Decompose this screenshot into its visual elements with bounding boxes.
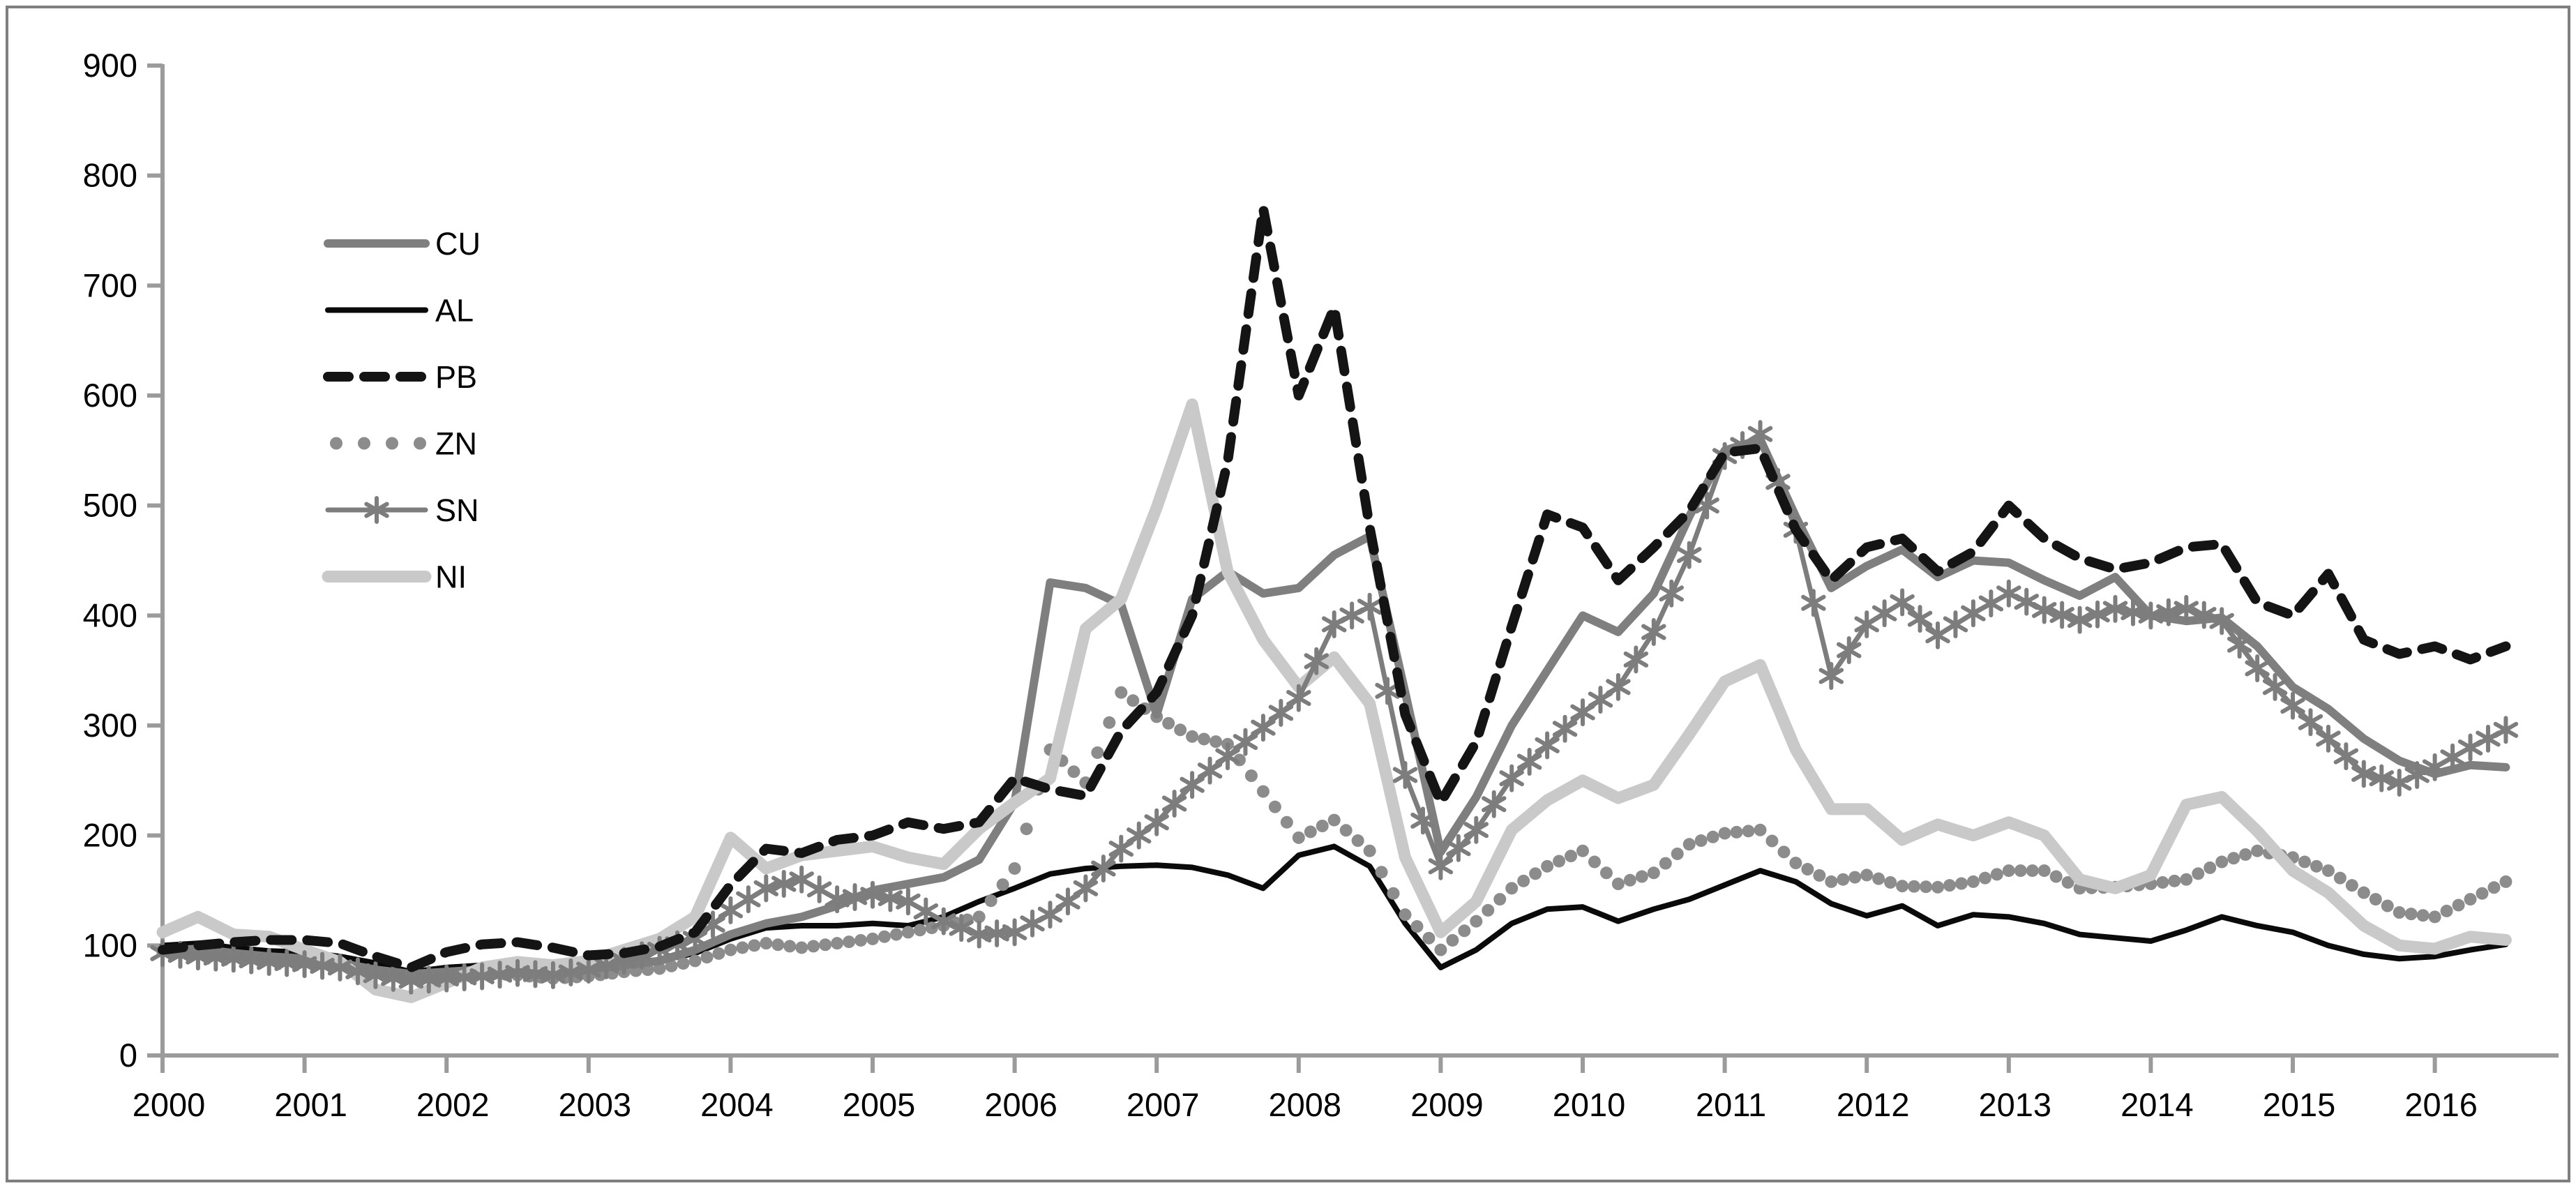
x-tick-label: 2001 (274, 1086, 347, 1123)
x-tick-label: 2015 (2263, 1086, 2336, 1123)
y-tick-label: 900 (83, 47, 137, 84)
legend-sample-dot (386, 437, 398, 450)
legend-item-ni: NI (322, 559, 467, 595)
legend-sample-dot (358, 437, 370, 450)
legend: CU AL PB ZN SN NI (322, 226, 481, 595)
x-tick-label: 2007 (1127, 1086, 1200, 1123)
x-tick-label: 2002 (416, 1086, 490, 1123)
y-tick-label: 300 (83, 707, 137, 744)
y-tick-label: 800 (83, 157, 137, 194)
legend-label: SN (435, 493, 479, 528)
legend-label: PB (435, 359, 477, 395)
y-tick-label: 200 (83, 817, 137, 854)
x-tick-label: 2003 (559, 1086, 632, 1123)
y-tick-label: 100 (83, 926, 137, 963)
legend-label: NI (435, 559, 467, 595)
legend-item-pb: PB (323, 359, 477, 395)
x-tick-label: 2009 (1410, 1086, 1484, 1123)
y-tick-label: 0 (119, 1037, 137, 1074)
y-tick-label: 500 (83, 487, 137, 524)
x-tick-label: 2013 (1979, 1086, 2052, 1123)
series-cu (158, 435, 2510, 979)
legend-label: CU (435, 226, 481, 262)
x-tick-label: 2011 (1696, 1086, 1766, 1123)
y-tick-label: 700 (83, 266, 137, 303)
x-tick-label: 2004 (700, 1086, 774, 1123)
legend-item-al: AL (325, 293, 474, 329)
chart-outer-border (6, 6, 2570, 1182)
y-tick-label: 600 (83, 377, 137, 414)
legend-item-cu: CU (324, 226, 481, 262)
series-sn (150, 420, 2519, 995)
x-tick-label: 2016 (2404, 1086, 2478, 1123)
legend-label: ZN (435, 426, 477, 462)
series-ni (156, 398, 2512, 1003)
legend-item-sn: SN (325, 493, 479, 528)
legend-sample-dot (414, 437, 426, 450)
x-tick-label: 2000 (133, 1086, 206, 1123)
series-pb (158, 203, 2511, 972)
y-tick-label: 400 (83, 596, 137, 633)
x-tick-label: 2014 (2121, 1086, 2194, 1123)
x-tick-label: 2010 (1553, 1086, 1626, 1123)
x-tick-label: 2012 (1837, 1086, 1910, 1123)
legend-label: AL (435, 293, 474, 329)
x-tick-label: 2006 (984, 1086, 1057, 1123)
x-tick-label: 2008 (1269, 1086, 1342, 1123)
x-tick-label: 2005 (843, 1086, 916, 1123)
legend-sample-dot (330, 437, 342, 450)
legend-item-zn: ZN (330, 426, 477, 462)
